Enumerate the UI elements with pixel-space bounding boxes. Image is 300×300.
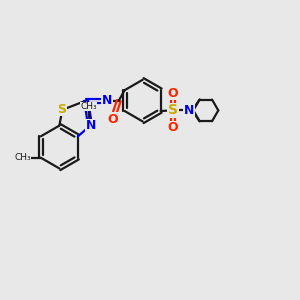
Text: CH₃: CH₃ bbox=[80, 102, 97, 111]
Text: O: O bbox=[168, 87, 178, 100]
Text: N: N bbox=[184, 104, 194, 117]
Text: O: O bbox=[108, 113, 118, 126]
Text: S: S bbox=[57, 103, 66, 116]
Text: CH₃: CH₃ bbox=[15, 153, 31, 162]
Text: N: N bbox=[85, 119, 96, 132]
Text: N: N bbox=[102, 94, 112, 107]
Text: O: O bbox=[168, 121, 178, 134]
Text: S: S bbox=[168, 103, 178, 117]
